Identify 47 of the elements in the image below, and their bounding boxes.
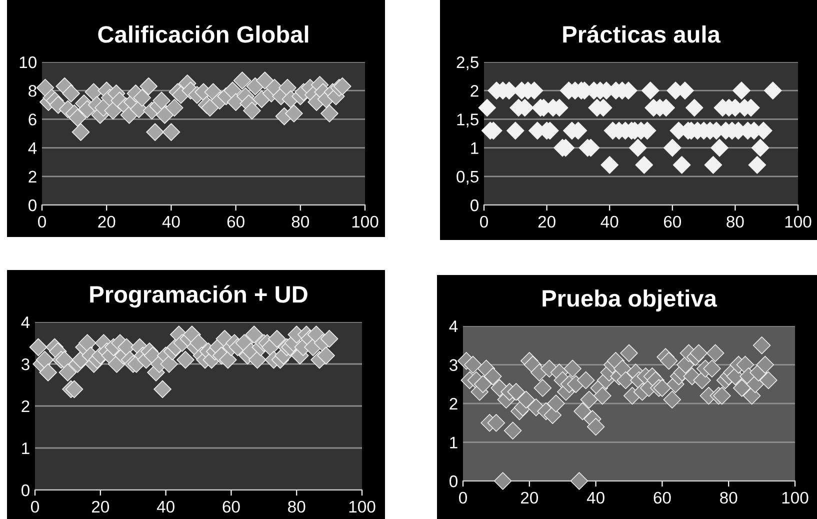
x-tick-label: 60 <box>654 492 671 504</box>
chart-title: Prácticas aula <box>563 25 721 43</box>
x-tick-label: 80 <box>726 216 744 228</box>
x-tick-label: 100 <box>352 216 378 228</box>
y-tick-label: 0,5 <box>456 170 478 185</box>
y-tick-label: 0 <box>450 475 458 488</box>
y-tick-label: 0 <box>470 199 478 212</box>
y-tick-label: 10 <box>20 56 36 68</box>
y-tick-label: 2,5 <box>456 56 478 70</box>
y-tick-label: 1 <box>471 142 478 154</box>
y-tick-label: 2 <box>22 400 30 412</box>
x-tick-label: 60 <box>664 216 682 228</box>
x-tick-label: 40 <box>162 216 180 228</box>
y-tick-label: 2 <box>28 170 36 182</box>
x-tick-label: 100 <box>349 500 376 513</box>
chart-title: Prueba objetiva <box>542 289 718 312</box>
x-tick-label: 80 <box>288 500 306 513</box>
x-tick-label: 40 <box>156 500 174 513</box>
x-tick-label: 20 <box>520 492 538 504</box>
x-tick-label: 60 <box>227 216 244 228</box>
x-tick-label: 100 <box>782 492 808 504</box>
y-tick-label: 1,5 <box>457 114 478 128</box>
x-tick-label: 20 <box>538 216 556 228</box>
x-tick-label: 0 <box>38 216 46 228</box>
y-tick-label: 4 <box>21 316 30 328</box>
x-tick-label: 20 <box>98 216 116 228</box>
y-tick-label: 2 <box>470 85 478 97</box>
y-tick-label: 1 <box>450 436 458 448</box>
y-tick-label: 2 <box>450 398 458 410</box>
y-tick-label: 8 <box>28 85 36 97</box>
x-tick-label: 0 <box>480 216 488 228</box>
x-tick-label: 20 <box>92 500 110 513</box>
y-tick-label: 0 <box>28 199 36 212</box>
y-tick-label: 3 <box>22 358 30 370</box>
x-tick-label: 100 <box>785 216 812 228</box>
x-tick-label: 40 <box>586 492 604 504</box>
y-tick-label: 3 <box>450 359 458 371</box>
y-tick-label: 1 <box>22 442 30 454</box>
x-tick-label: 80 <box>292 216 310 228</box>
x-tick-label: 40 <box>600 216 618 228</box>
x-tick-label: 60 <box>222 500 240 513</box>
y-tick-label: 4 <box>28 142 37 154</box>
y-tick-label: 6 <box>28 114 36 126</box>
y-tick-label: 4 <box>449 320 458 332</box>
chart-title: Calificación Global <box>98 25 308 43</box>
x-tick-label: 80 <box>720 492 738 504</box>
chart-title: Programación + UD <box>90 285 308 308</box>
